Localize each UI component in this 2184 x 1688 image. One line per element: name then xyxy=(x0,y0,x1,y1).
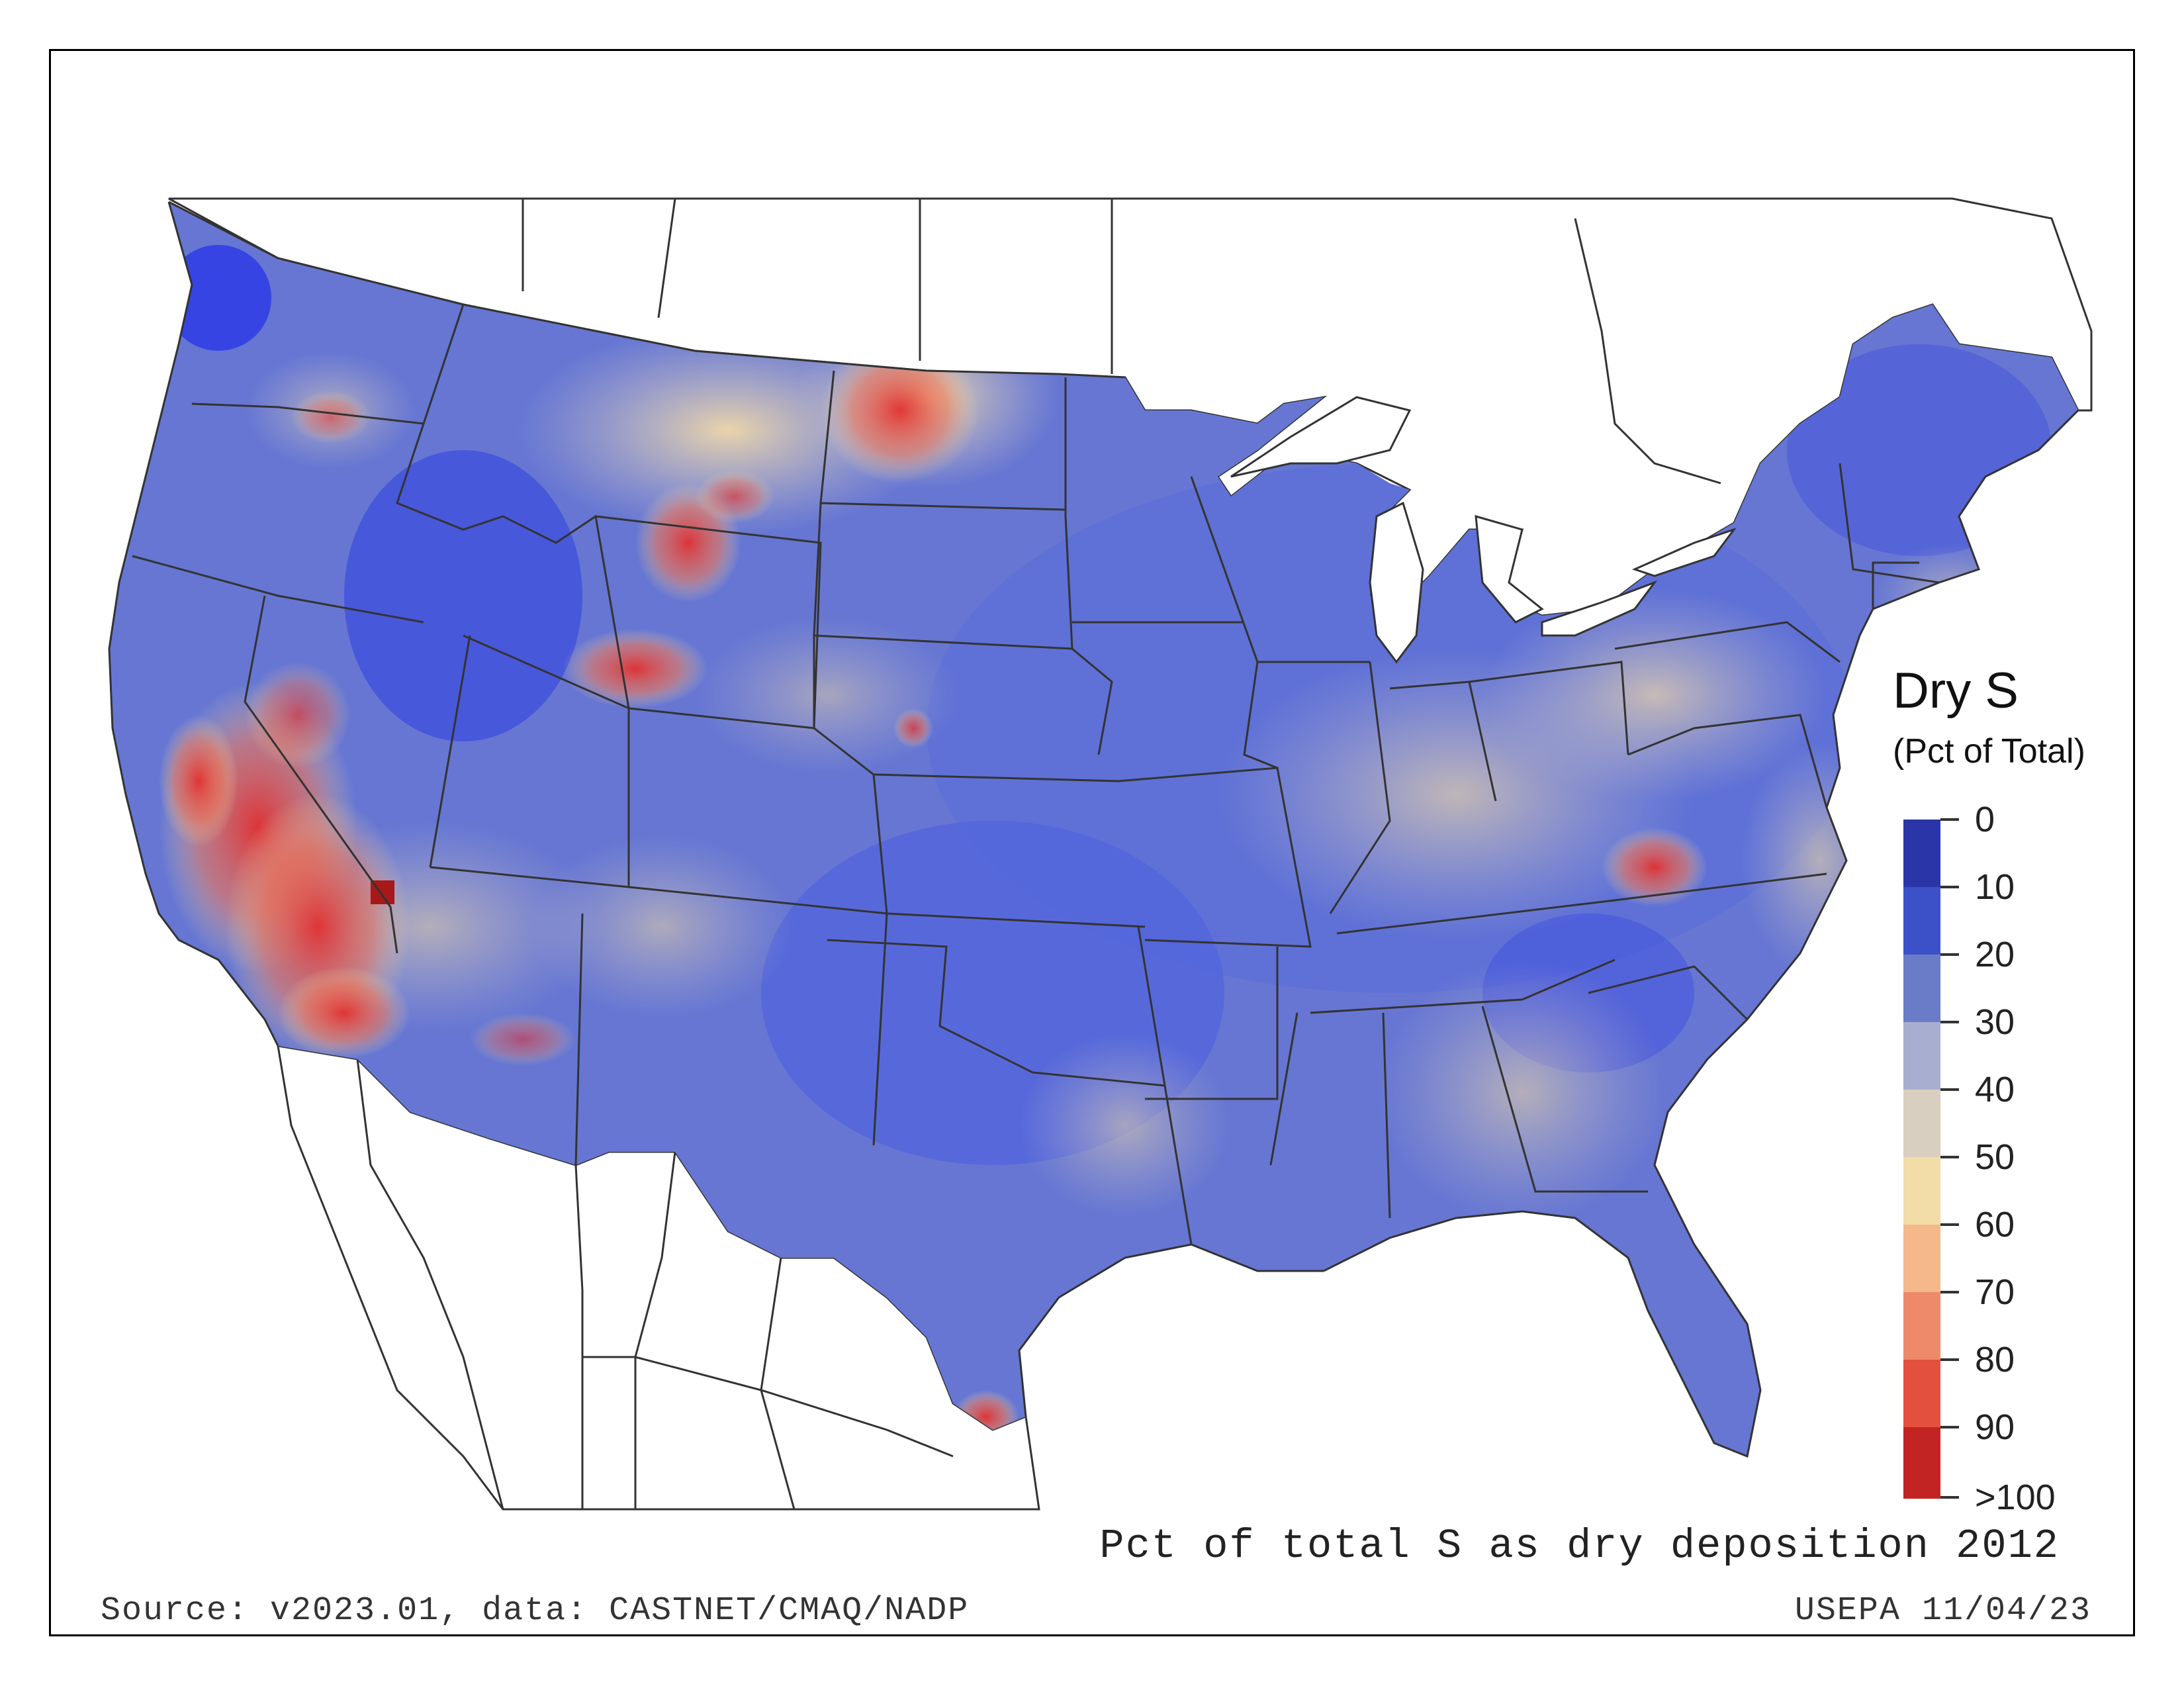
legend-swatch xyxy=(1903,820,1940,888)
legend-swatch xyxy=(1903,955,1940,1023)
legend-tick-label: 60 xyxy=(1975,1205,2015,1244)
legend-tick-label: >100 xyxy=(1975,1477,2056,1517)
legend-tick-label: 40 xyxy=(1975,1070,2015,1109)
us-outline xyxy=(108,201,2079,1458)
legend-tick-label: 80 xyxy=(1975,1340,2015,1380)
great-lakes xyxy=(1230,396,1737,664)
legend-swatch xyxy=(1903,887,1940,955)
legend-tick-label: 20 xyxy=(1975,935,2015,974)
legend-tick-label: 50 xyxy=(1975,1137,2015,1177)
legend-swatch xyxy=(1903,1292,1940,1360)
legend-title: Dry S xyxy=(1893,663,2019,719)
canada-province-lines xyxy=(522,198,1721,485)
legend-colorbar xyxy=(1903,818,1959,1499)
mexico-state-lines xyxy=(356,1058,954,1510)
legend-tick-label: 10 xyxy=(1975,867,2015,907)
legend-subtitle: (Pct of Total) xyxy=(1893,732,2085,771)
legend-swatch xyxy=(1903,1225,1940,1293)
legend-swatch xyxy=(1903,1022,1940,1090)
map-title: Pct of total S as dry deposition 2012 xyxy=(1099,1523,2060,1570)
legend-tick-label: 70 xyxy=(1975,1272,2015,1312)
legend-tick-label: 0 xyxy=(1975,800,1995,839)
state-borders xyxy=(132,201,1940,1245)
legend-tick-label: 90 xyxy=(1975,1407,2015,1447)
legend-swatch xyxy=(1903,1360,1940,1428)
agency-date: USEPA 11/04/23 xyxy=(1794,1592,2091,1630)
map-frame xyxy=(49,49,2135,1636)
legend-swatch xyxy=(1903,1157,1940,1225)
legend-swatch xyxy=(1903,1427,1940,1499)
legend-swatch xyxy=(1903,1090,1940,1158)
legend-tick-label: 30 xyxy=(1975,1002,2015,1042)
source-note: Source: v2023.01, data: CASTNET/CMAQ/NAD… xyxy=(101,1592,970,1630)
